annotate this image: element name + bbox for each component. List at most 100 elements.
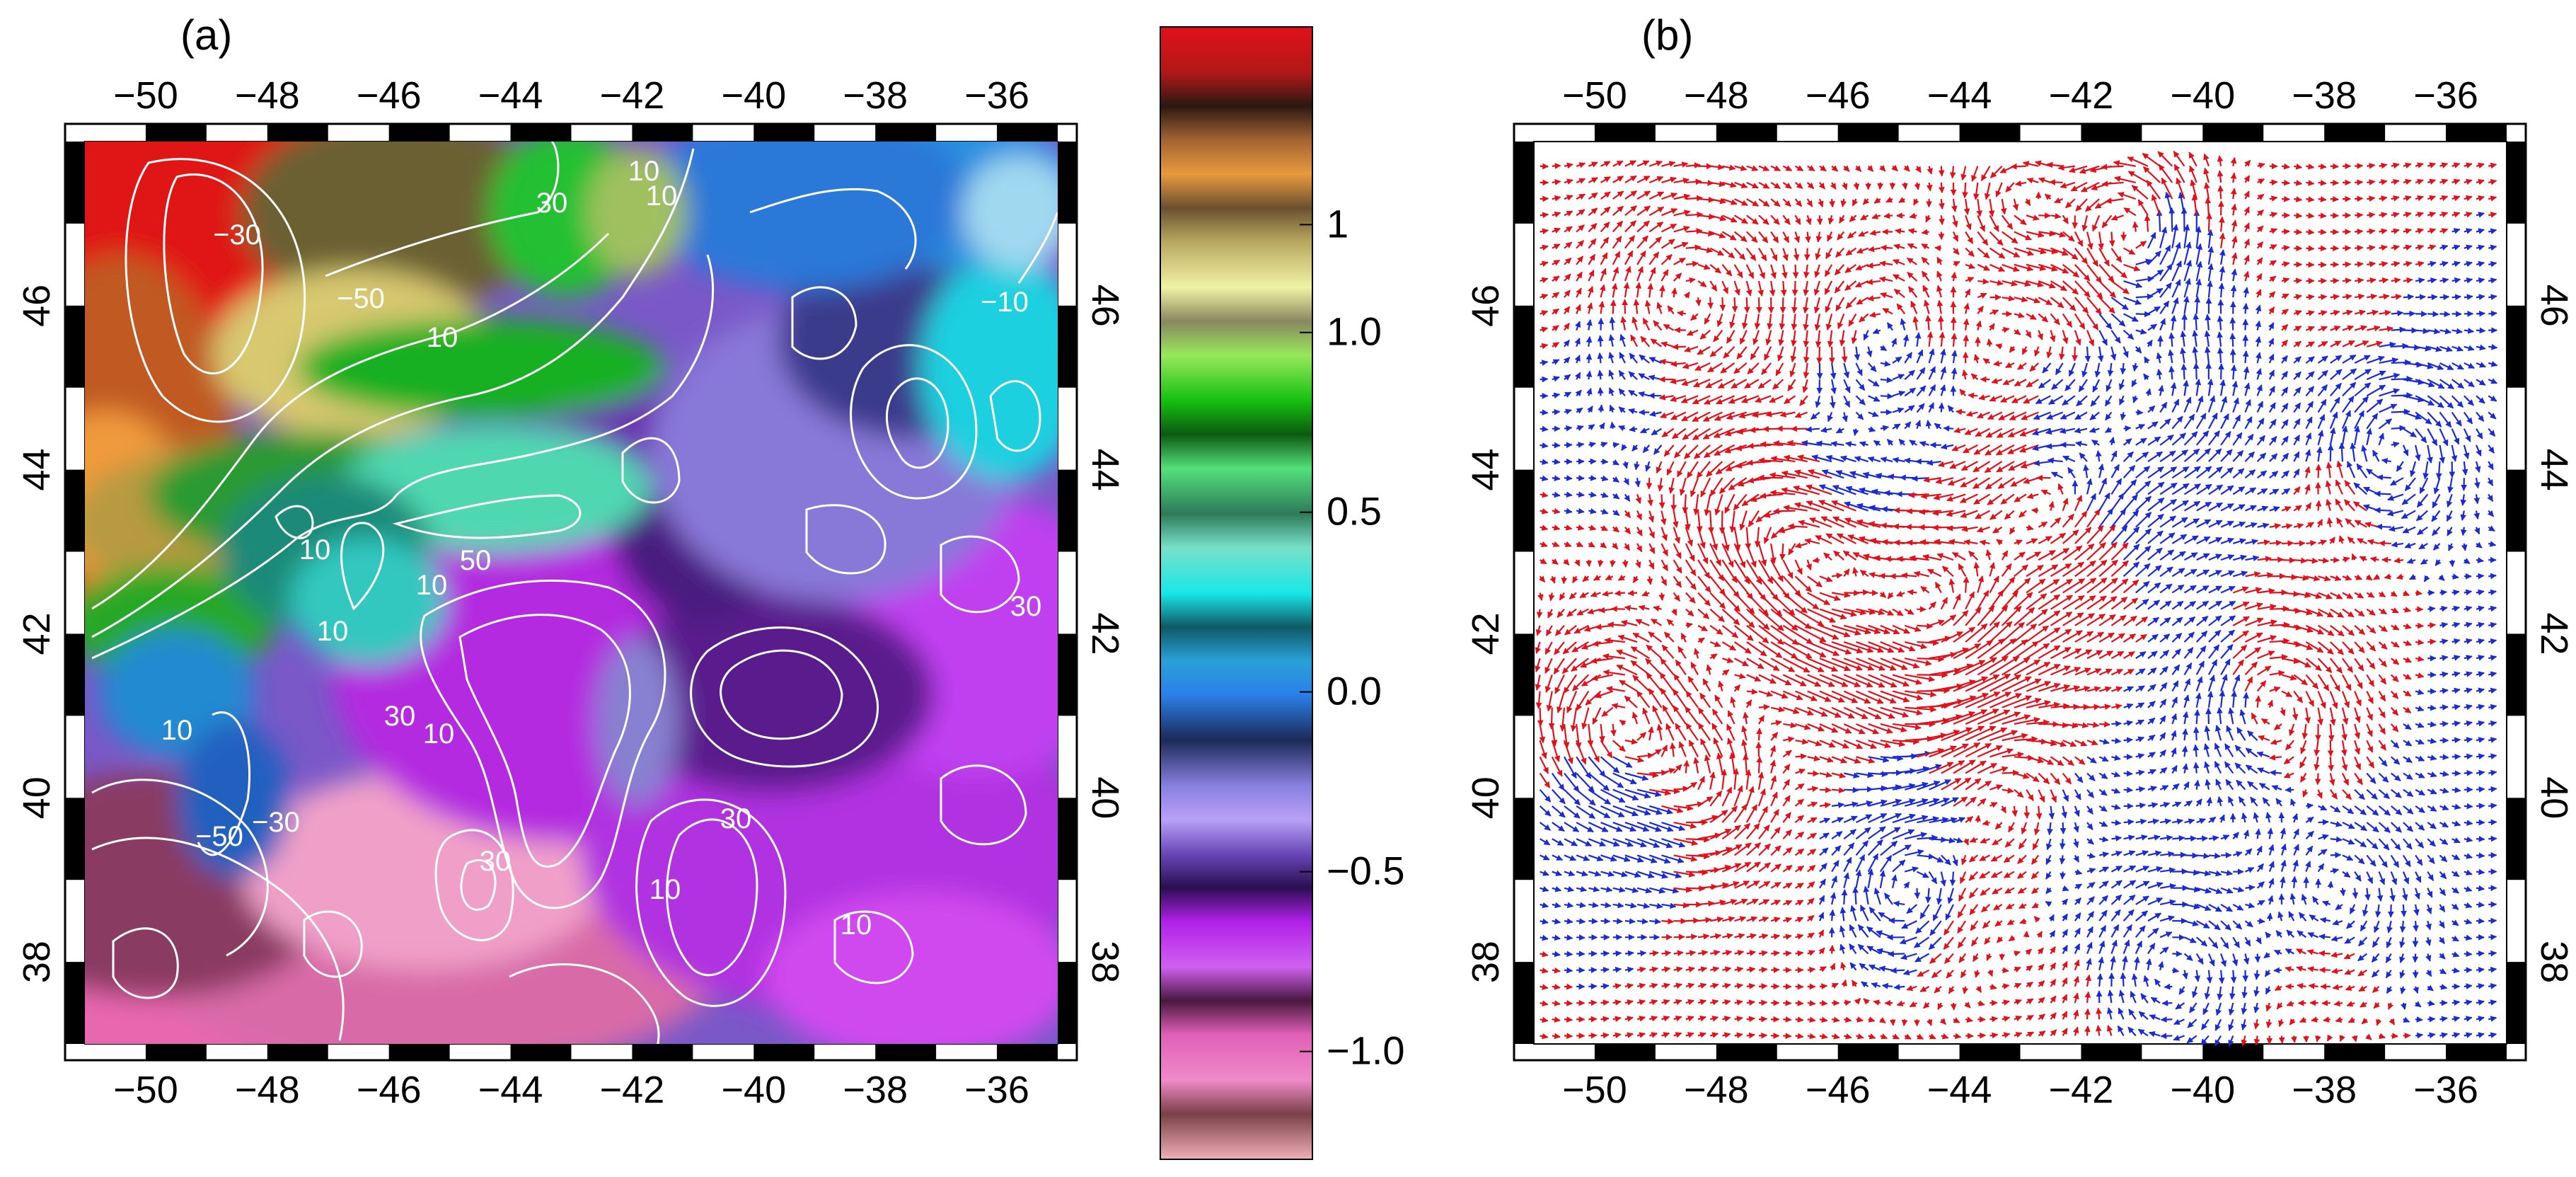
colorbar-tick-label: −1.0 — [1327, 1028, 1405, 1073]
contour-label: −30 — [213, 219, 261, 251]
contour-label: −10 — [981, 287, 1029, 318]
frame-bar-bottom — [753, 1044, 815, 1060]
frame-bar-bottom — [388, 1044, 450, 1060]
frame-bar-right — [1058, 142, 1077, 224]
frame-bar-top — [2081, 124, 2142, 142]
contour-label: 50 — [460, 545, 492, 576]
lon-tick-bottom: −48 — [1684, 1069, 1749, 1111]
lat-tick-right: 42 — [2533, 612, 2575, 655]
contour-label: 30 — [720, 803, 752, 834]
lon-tick-top: −48 — [1684, 74, 1749, 117]
lat-tick-right: 44 — [1084, 449, 1126, 491]
panel-b-label: (b) — [1641, 11, 1693, 59]
frame-bar-top — [632, 124, 693, 142]
frame-bar-bottom — [1716, 1044, 1777, 1060]
frame-bar-left — [1514, 469, 1534, 552]
panel-a-label: (a) — [180, 11, 232, 59]
frame-bar-left — [1514, 633, 1534, 716]
contour-label: 30 — [1010, 591, 1042, 622]
lon-tick-bottom: −42 — [2049, 1069, 2114, 1111]
lat-tick-left: 42 — [16, 612, 58, 655]
lat-tick-left: 46 — [16, 285, 58, 327]
frame-bar-top — [510, 124, 572, 142]
lat-tick-right: 40 — [1084, 776, 1126, 819]
frame-bar-bottom — [145, 1044, 207, 1060]
lon-tick-bottom: −46 — [1806, 1069, 1871, 1111]
lon-tick-bottom: −38 — [843, 1069, 908, 1111]
lon-tick-top: −38 — [843, 74, 908, 117]
lon-tick-bottom: −36 — [964, 1069, 1029, 1111]
frame-bar-top — [1959, 124, 2021, 142]
frame-bar-left — [65, 962, 85, 1044]
frame-bar-right — [1058, 305, 1077, 388]
frame-bar-top — [388, 124, 450, 142]
colorbar-tick-label: −0.5 — [1327, 849, 1405, 893]
lon-tick-top: −50 — [1562, 74, 1627, 117]
lon-tick-top: −40 — [2171, 74, 2236, 117]
frame-bar-bottom — [997, 1044, 1058, 1060]
lon-tick-top: −42 — [600, 74, 665, 117]
contour-label: 30 — [536, 188, 568, 219]
frame-bar-bottom — [510, 1044, 572, 1060]
lat-tick-right: 46 — [1084, 285, 1126, 327]
frame-bar-right — [2507, 962, 2526, 1044]
frame-bar-top — [1594, 124, 1656, 142]
colorbar-tick-label: 1 — [1327, 201, 1348, 246]
frame-bar-top — [2446, 124, 2507, 142]
lat-tick-left: 44 — [16, 449, 58, 491]
lon-tick-bottom: −50 — [113, 1069, 178, 1111]
lat-tick-left: 40 — [16, 776, 58, 819]
frame-bar-left — [1514, 142, 1534, 224]
lat-tick-right: 38 — [1084, 941, 1126, 983]
lon-tick-top: −44 — [478, 74, 543, 117]
frame-bar-right — [1058, 798, 1077, 880]
panel-a-tick-labels: −50 −50 −48 −48 −46 −46 −44 −44 −42 −42 −40 −40 −38 −… — [16, 74, 1126, 1111]
panel-a-map: (a) — [16, 11, 1126, 1111]
frame-bar-top — [2202, 124, 2264, 142]
frame-bar-bottom — [1837, 1044, 1899, 1060]
lon-tick-bottom: −44 — [478, 1069, 543, 1111]
lat-tick-right: 40 — [2533, 776, 2575, 819]
colorbar: 1 1.0 0.5 0.0 −0.5 −1.0 — [1160, 26, 1405, 1160]
frame-bar-top — [1716, 124, 1777, 142]
lon-tick-bottom: −40 — [2171, 1069, 2236, 1111]
colorbar-tick-label: 0.0 — [1327, 669, 1382, 713]
frame-bar-right — [2507, 798, 2526, 880]
lon-tick-top: −48 — [235, 74, 300, 117]
contour-label: 10 — [628, 156, 660, 187]
frame-bar-bottom — [1594, 1044, 1656, 1060]
panel-b-tick-labels: −50 −50 −48 −48 −46 −46 −44 −44 −42 −42 −40 −40 −38 −… — [1465, 74, 2575, 1111]
frame-bar-top — [145, 124, 207, 142]
contour-label: −50 — [337, 283, 385, 314]
lat-tick-left: 38 — [1465, 941, 1507, 983]
lon-tick-top: −38 — [2292, 74, 2357, 117]
frame-bar-top — [875, 124, 937, 142]
lon-tick-bottom: −38 — [2292, 1069, 2357, 1111]
contour-label: 10 — [299, 534, 331, 565]
frame-bar-bottom — [2324, 1044, 2386, 1060]
lat-tick-right: 44 — [2533, 449, 2575, 491]
lon-tick-top: −36 — [2413, 74, 2478, 117]
frame-bar-right — [1058, 469, 1077, 552]
frame-bar-right — [2507, 305, 2526, 388]
frame-bar-top — [753, 124, 815, 142]
frame-bar-top — [997, 124, 1058, 142]
panel-a-frame-bars — [65, 124, 1077, 1060]
contour-label: −50 — [195, 821, 243, 852]
lon-tick-bottom: −48 — [235, 1069, 300, 1111]
frame-bar-right — [1058, 962, 1077, 1044]
contour-label: −30 — [252, 807, 300, 838]
lon-tick-top: −46 — [357, 74, 422, 117]
frame-bar-left — [1514, 305, 1534, 388]
contour-label: 10 — [317, 616, 349, 647]
lon-tick-bottom: −40 — [722, 1069, 787, 1111]
frame-bar-top — [2324, 124, 2386, 142]
frame-bar-left — [65, 633, 85, 716]
contour-label: 10 — [427, 322, 458, 353]
lat-tick-right: 38 — [2533, 941, 2575, 983]
contour-label: 30 — [384, 701, 416, 732]
panel-b-inner-frame — [1533, 141, 2507, 1045]
